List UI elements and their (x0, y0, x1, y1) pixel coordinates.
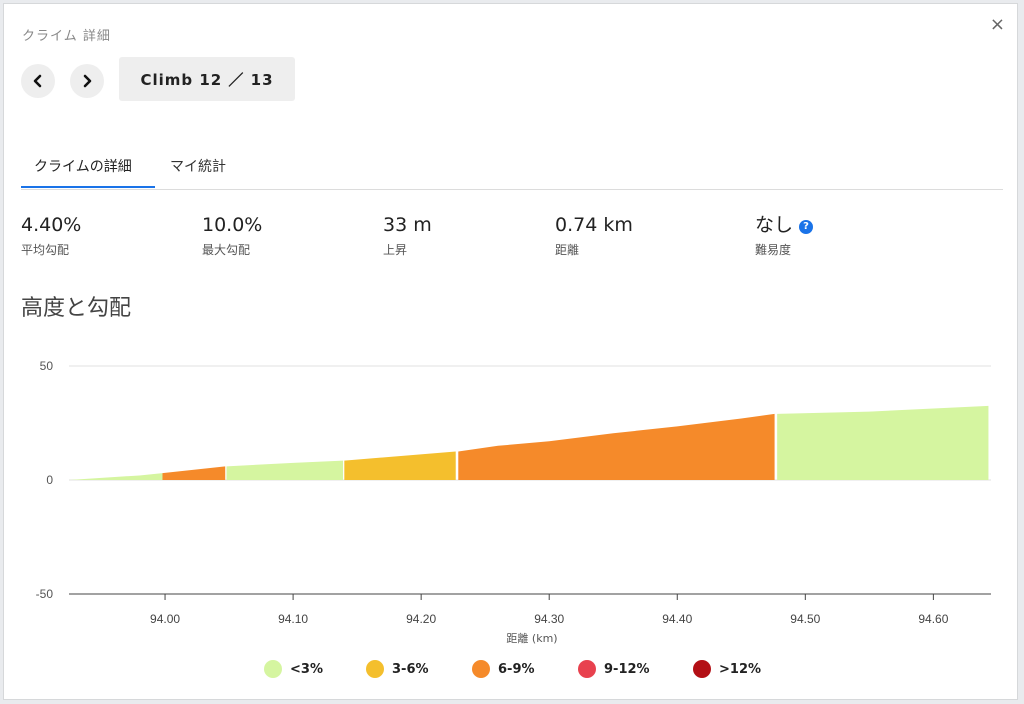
y-tick-label: 50 (40, 359, 54, 373)
stat-elevation-gain: 33 m 上昇 (383, 213, 432, 258)
x-tick-label: 94.00 (150, 612, 180, 626)
x-tick-label: 94.50 (790, 612, 820, 626)
area-segment (344, 451, 456, 480)
section-title: 高度と勾配 (21, 296, 132, 321)
legend-item: >12% (693, 660, 761, 678)
y-tick-label: 0 (46, 473, 53, 487)
stat-difficulty: なし? 難易度 (755, 213, 814, 258)
x-tick-label: 94.20 (406, 612, 436, 626)
legend-label: 6-9% (498, 661, 535, 677)
elevation-grade-chart: 50 0 -50 94.00 94.10 94.20 94.30 94.40 94.50 94.6… (36, 359, 991, 645)
grade-legend: <3% 3-6% 6-9% 9-12% >12% (264, 660, 784, 684)
stat-label: 上昇 (383, 243, 408, 257)
x-tick-label: 94.60 (918, 612, 948, 626)
stat-label: 平均勾配 (21, 243, 70, 257)
x-tick-label: 94.30 (534, 612, 564, 626)
area-segment (162, 466, 226, 480)
previous-climb-button[interactable] (21, 64, 55, 98)
legend-swatch (693, 660, 711, 678)
dialog-title: クライム 詳細 (22, 29, 111, 44)
legend-item: 3-6% (366, 660, 429, 678)
area-segment (458, 413, 775, 480)
stat-value: 10.0% (202, 214, 263, 236)
stat-distance: 0.74 km 距離 (555, 213, 633, 258)
stat-value: なし (755, 214, 794, 236)
chevron-left-icon (33, 74, 42, 88)
next-climb-button[interactable] (70, 64, 104, 98)
stat-value: 33 m (383, 214, 432, 236)
legend-item: <3% (264, 660, 323, 678)
stat-max-grade: 10.0% 最大勾配 (202, 213, 262, 258)
stat-label: 距離 (555, 243, 580, 257)
tab-bar: クライムの詳細 マイ統計 (21, 149, 1003, 190)
stat-label: 難易度 (755, 243, 792, 257)
legend-swatch (472, 660, 490, 678)
tab-climb-details[interactable]: クライムの詳細 (34, 159, 132, 175)
x-axis-label: 距離 (km) (506, 631, 557, 645)
legend-swatch (578, 660, 596, 678)
tab-my-stats[interactable]: マイ統計 (170, 159, 226, 175)
stat-average-grade: 4.40% 平均勾配 (21, 213, 81, 258)
x-tick-label: 94.40 (662, 612, 692, 626)
x-tick-label: 94.10 (278, 612, 308, 626)
help-icon[interactable]: ? (799, 220, 814, 234)
legend-item: 9-12% (578, 660, 650, 678)
legend-label: >12% (719, 661, 762, 677)
y-tick-label: -50 (36, 587, 54, 601)
area-segment (69, 473, 163, 480)
close-icon[interactable]: × (989, 14, 1005, 35)
legend-label: <3% (290, 661, 323, 677)
area-segment (777, 405, 989, 480)
climb-counter: Climb 12 ／ 13 (119, 57, 295, 101)
legend-label: 9-12% (604, 661, 650, 677)
stat-value: 0.74 km (555, 214, 633, 236)
active-tab-indicator (21, 186, 155, 188)
stat-label: 最大勾配 (202, 243, 251, 257)
legend-item: 6-9% (472, 660, 535, 678)
legend-swatch (366, 660, 384, 678)
area-segment (226, 460, 344, 480)
chevron-right-icon (83, 74, 92, 88)
legend-swatch (264, 660, 282, 678)
legend-label: 3-6% (392, 661, 429, 677)
stat-value: 4.40% (21, 214, 82, 236)
climb-detail-dialog: クライム 詳細 × Climb 12 ／ 13 クライムの詳細 マイ統計 4.4… (3, 3, 1018, 700)
